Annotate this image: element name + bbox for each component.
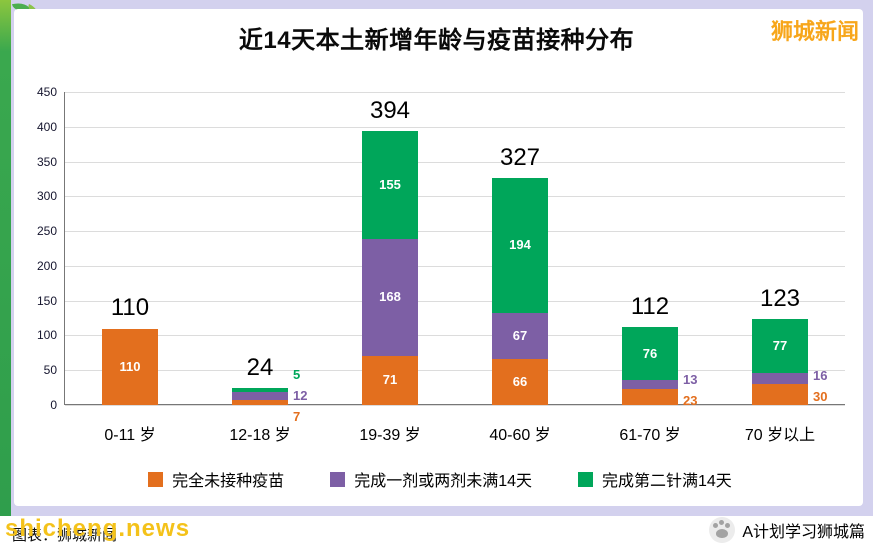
bar-segment: [752, 384, 808, 405]
bar-total-label: 394: [369, 96, 411, 124]
bar-segment: [752, 373, 808, 385]
x-axis-label: 40-60 岁: [489, 427, 551, 444]
bar-value-label: 76: [642, 345, 658, 361]
gridline: [65, 231, 845, 233]
legend-label: 完全未接种疫苗: [172, 473, 285, 490]
y-axis-tick-label: 250: [36, 224, 57, 239]
y-axis-tick-label: 100: [36, 328, 57, 343]
bar-total-label: 123: [759, 285, 801, 313]
bar-value-label-outside: 13: [683, 372, 698, 388]
gridline: [65, 265, 845, 267]
bar-segment: [622, 379, 678, 390]
brand-logo-text: 狮城新闻: [770, 19, 859, 44]
bar-segment: [232, 388, 288, 392]
y-axis-tick-label: 350: [36, 154, 57, 169]
footer-credit-label: A计划学习狮城篇: [742, 524, 865, 541]
bar-value-label: 110: [119, 358, 141, 374]
bar-value-label: 194: [509, 237, 531, 253]
bar-value-label-outside: 30: [813, 389, 828, 405]
gridline: [65, 196, 845, 198]
y-axis-tick-label: 200: [36, 258, 57, 273]
gridline: [65, 335, 845, 337]
y-axis-tick-label: 450: [36, 85, 57, 99]
bar-total-label: 110: [110, 294, 150, 322]
y-axis-tick-label: 50: [43, 363, 57, 378]
chart-legend: 完全未接种疫苗 完成一剂或两剂未满14天 完成第二针满14天: [40, 467, 840, 491]
x-axis-line: [64, 404, 845, 405]
bar-segment: [232, 400, 288, 405]
bar-value-label-outside: 5: [293, 367, 301, 383]
bar-value-label: 155: [379, 176, 401, 192]
gridline: [65, 300, 845, 302]
y-axis-tick-label: 150: [36, 293, 57, 308]
legend-label: 完成第二针满14天: [602, 473, 732, 490]
bar-value-label: 77: [772, 338, 788, 354]
bar-value-label-outside: 16: [813, 368, 828, 384]
bar-value-label: 71: [382, 372, 398, 388]
bar-value-label: 66: [512, 374, 528, 390]
legend-item: 完成一剂或两剂未满14天: [330, 467, 532, 491]
gridline: [65, 370, 845, 372]
bar-segment: [622, 389, 678, 405]
chart-caption: 图表：狮城新闻: [12, 527, 118, 544]
chart-title: 近14天本土新增年龄与疫苗接种分布: [238, 27, 635, 54]
bar-segment: [492, 359, 548, 405]
bar-value-label: 168: [379, 289, 401, 305]
bar-total-label: 327: [499, 143, 541, 171]
x-axis-label: 0-11 岁: [104, 427, 156, 444]
bar-value-label-outside: 7: [293, 409, 301, 425]
legend-swatch: [148, 471, 164, 487]
y-axis-tick-label: 0: [50, 398, 57, 412]
x-axis-label: 61-70 岁: [619, 427, 681, 444]
y-axis-line: [64, 92, 65, 405]
bar-value-label-outside: 12: [293, 388, 308, 404]
bar-segment: [622, 327, 678, 380]
bar-segment: [492, 177, 548, 313]
legend-label: 完成一剂或两剂未满14天: [354, 473, 532, 490]
bar-segment: [362, 238, 418, 356]
y-axis-tick-label: 300: [36, 189, 57, 204]
legend-item: 完全未接种疫苗: [148, 467, 284, 491]
bar-segment: [232, 391, 288, 401]
footer-credit: A计划学习狮城篇: [709, 517, 865, 543]
x-axis-label: 12-18 岁: [229, 427, 291, 444]
bar-segment: [102, 328, 158, 405]
bar-value-label-outside: 23: [683, 393, 698, 409]
gridline: [65, 126, 845, 128]
watermark-text: shicheng.news: [5, 515, 191, 542]
gridline: [65, 161, 845, 163]
green-edge-strip: [0, 0, 11, 516]
chart-panel: [14, 9, 863, 506]
bar-total-label: 24: [246, 354, 274, 382]
paw-icon: [709, 517, 736, 543]
bar-segment: [362, 130, 418, 239]
x-axis-label: 70 岁以上: [744, 427, 816, 444]
legend-item: 完成第二针满14天: [578, 467, 732, 491]
x-axis-label: 19-39 岁: [359, 427, 421, 444]
chart-plot-area: 0 50 100 150 200 250 300 350 400 450 110 110 0-11 岁 2…: [37, 85, 845, 444]
bar-segment: [492, 312, 548, 360]
legend-swatch: [578, 471, 593, 487]
bar-value-label: 67: [512, 327, 528, 343]
gridline: [65, 92, 845, 93]
bar-segment: [362, 355, 418, 405]
y-axis-tick-label: 400: [36, 119, 57, 134]
legend-swatch: [330, 471, 346, 487]
bar-segment: [752, 319, 808, 374]
bar-total-label: 112: [630, 293, 670, 321]
gridline: [65, 405, 845, 406]
